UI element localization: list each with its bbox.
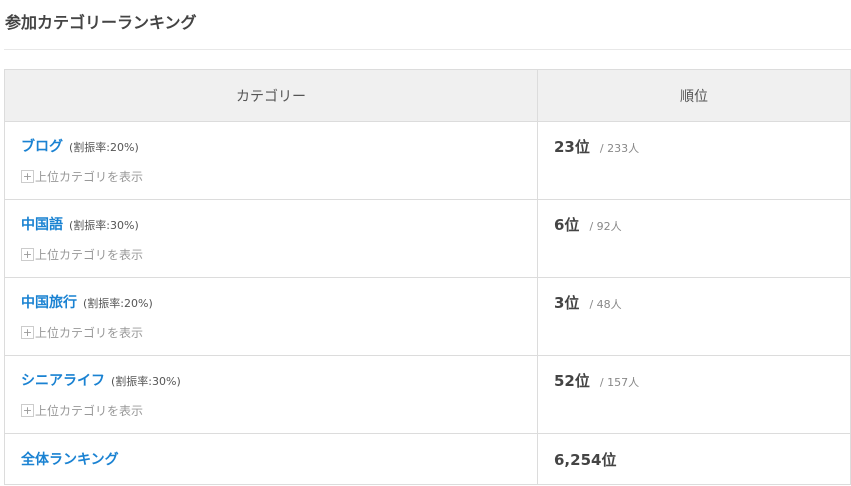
participant-count: / 92人 (589, 220, 622, 233)
category-link[interactable]: 中国旅行 (21, 295, 77, 311)
show-parent-label: 上位カテゴリを表示 (35, 326, 144, 340)
overall-ranking-link[interactable]: 全体ランキング (21, 452, 119, 468)
allocation-rate: (割振率:20%) (69, 141, 139, 154)
rank-value: 3位 (554, 294, 580, 312)
ranking-table: カテゴリー 順位 ブログ (割振率:20%) + 上位カテゴリを表示 23位/ 233… (4, 69, 851, 485)
show-parent-categories[interactable]: + 上位カテゴリを表示 (21, 324, 537, 341)
participant-count: / 157人 (599, 376, 640, 389)
header-rank: 順位 (537, 69, 851, 122)
table-row: 中国語 (割振率:30%) + 上位カテゴリを表示 6位 / 92人 (4, 199, 851, 278)
show-parent-categories[interactable]: + 上位カテゴリを表示 (21, 402, 537, 419)
header-category: カテゴリー (4, 69, 538, 122)
allocation-rate: (割振率:30%) (111, 375, 181, 388)
plus-icon: + (21, 326, 34, 339)
table-row: ブログ (割振率:20%) + 上位カテゴリを表示 23位 / 233人 (4, 121, 851, 200)
page-title: 参加カテゴリーランキング (5, 13, 197, 32)
overall-rank: 6,254位 (554, 451, 617, 469)
show-parent-label: 上位カテゴリを表示 (35, 404, 144, 418)
allocation-rate: (割振率:30%) (69, 219, 139, 232)
participant-count: / 48人 (589, 298, 622, 311)
show-parent-label: 上位カテゴリを表示 (35, 248, 144, 262)
rank-value: 52位 (554, 372, 590, 390)
show-parent-categories[interactable]: + 上位カテゴリを表示 (21, 246, 537, 263)
rank-value: 23位 (554, 138, 590, 156)
divider (4, 49, 851, 50)
plus-icon: + (21, 170, 34, 183)
allocation-rate: (割振率:20%) (83, 297, 153, 310)
participant-count: / 233人 (599, 142, 640, 155)
plus-icon: + (21, 404, 34, 417)
category-link[interactable]: シニアライフ (21, 373, 105, 389)
show-parent-categories[interactable]: + 上位カテゴリを表示 (21, 168, 537, 185)
rank-value: 6位 (554, 216, 580, 234)
category-link[interactable]: 中国語 (21, 217, 63, 233)
table-row: 中国旅行 (割振率:20%) + 上位カテゴリを表示 3位 / 48人 (4, 277, 851, 356)
table-row: シニアライフ (割振率:30%) + 上位カテゴリを表示 52位 / 157人 (4, 355, 851, 434)
category-link[interactable]: ブログ (21, 139, 63, 155)
table-row-overall: 全体ランキング 6,254位 (4, 433, 851, 485)
show-parent-label: 上位カテゴリを表示 (35, 170, 144, 184)
plus-icon: + (21, 248, 34, 261)
